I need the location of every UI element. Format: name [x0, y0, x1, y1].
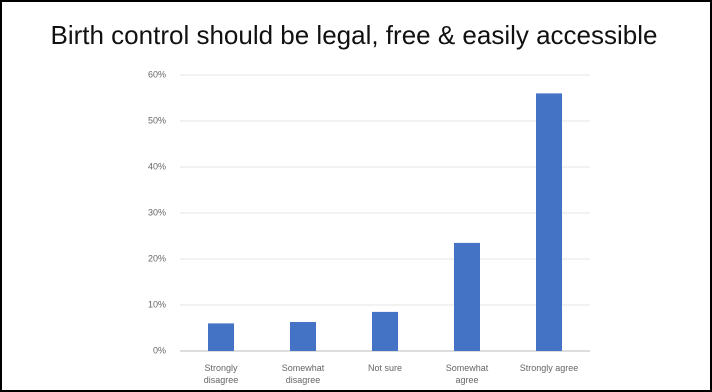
y-tick-label: 10%	[148, 299, 166, 309]
y-tick-label: 60%	[148, 69, 166, 79]
x-tick-label: Somewhat disagree	[282, 363, 325, 385]
bar	[208, 323, 234, 351]
chart-title: Birth control should be legal, free & ea…	[51, 20, 658, 50]
y-tick-label: 0%	[153, 345, 166, 355]
y-tick-label: 50%	[148, 115, 166, 125]
bar	[290, 322, 316, 351]
y-tick-label: 20%	[148, 253, 166, 263]
x-tick-label: Not sure	[368, 363, 402, 373]
x-tick-label: Somewhat agree	[446, 363, 489, 385]
bar	[372, 311, 398, 351]
y-tick-label: 40%	[148, 161, 166, 171]
x-tick-label: Strongly agree	[520, 363, 579, 373]
y-tick-label: 30%	[148, 207, 166, 217]
x-tick-label: Strongly disagree	[204, 363, 239, 385]
bar	[454, 242, 480, 351]
bar	[536, 93, 562, 352]
